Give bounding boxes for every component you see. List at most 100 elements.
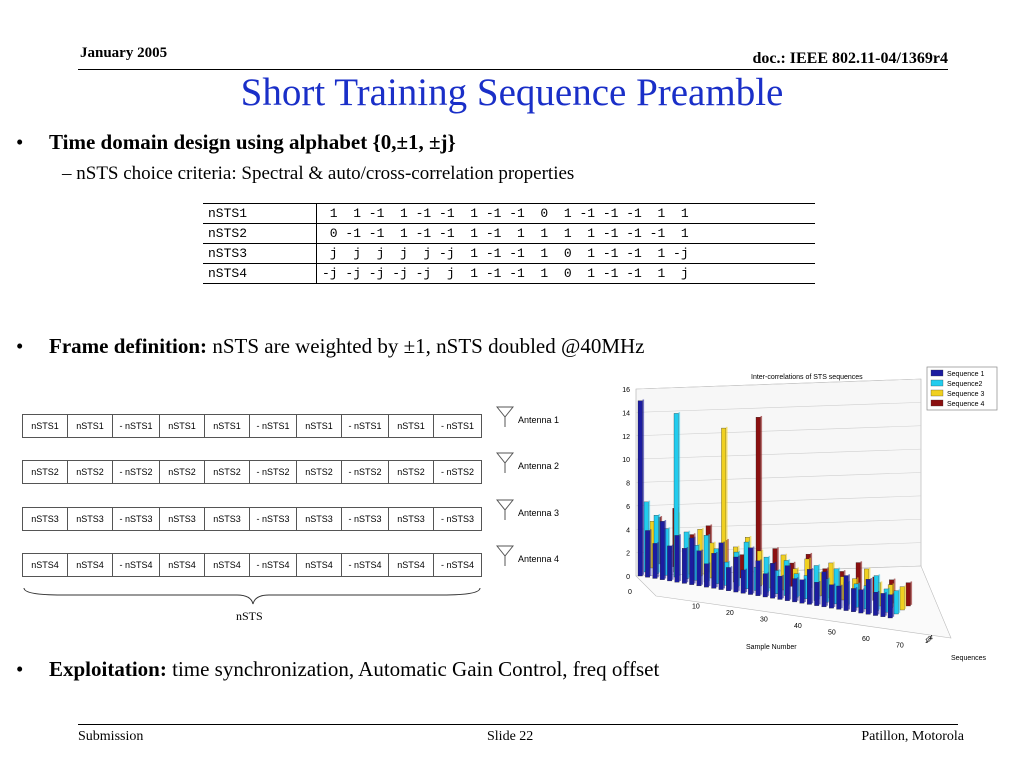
frame-row: nSTS1 nSTS1- nSTS1 nSTS1 nSTS1- nSTS1 nSTS1-… — [22, 414, 482, 438]
chart-bar-side — [708, 534, 711, 581]
legend-swatch — [930, 379, 944, 387]
chart-bar — [887, 594, 893, 619]
y-tick-label: 6 — [626, 504, 630, 511]
chart-gridline — [635, 495, 922, 507]
frame-cell: nSTS2 — [23, 461, 68, 483]
frame-cell: nSTS3 — [23, 508, 68, 530]
chart-bar-side — [833, 583, 836, 607]
chart-bar-side — [885, 592, 887, 616]
x-axis-title: Sample Number — [746, 644, 797, 651]
chart-bar — [792, 578, 798, 603]
frame-row: nSTS4 nSTS4- nSTS4 nSTS4 nSTS4- nSTS4 nSTS4-… — [22, 553, 482, 577]
chart-bar-side — [761, 549, 764, 585]
chart-bar-side — [701, 549, 703, 585]
chart-bar — [652, 543, 658, 579]
frame-cell: nSTS1 — [297, 415, 342, 437]
chart-bar — [659, 521, 665, 580]
frame-cell: nSTS2 — [68, 461, 113, 483]
frame-cell: nSTS1 — [205, 415, 250, 437]
chart-bar-side — [708, 562, 711, 586]
chart-bar-side — [880, 581, 883, 605]
chart-bar-side — [738, 555, 740, 591]
chart-bar — [899, 586, 905, 611]
frame-cell: nSTS3 — [160, 508, 205, 530]
chart-bar-side — [826, 570, 828, 606]
chart-bar — [843, 575, 849, 611]
y-tick-label: 16 — [622, 387, 630, 394]
chart-bar-side — [796, 577, 799, 601]
x-tick-label: 50 — [828, 630, 836, 637]
bullet-dot: • — [16, 657, 24, 681]
chart-gridline — [635, 518, 922, 530]
legend-swatch — [930, 369, 944, 377]
chart-bar — [696, 550, 702, 587]
z-axis-title: Sequences — [951, 655, 987, 662]
frame-cell: nSTS3 — [297, 508, 342, 530]
chart-bar — [806, 569, 812, 605]
frame-cell: - nSTS4 — [342, 554, 389, 576]
chart-bar — [905, 582, 911, 607]
sts-name: nSTS3 — [203, 243, 317, 264]
frame-cell: nSTS4 — [297, 554, 342, 576]
footer-author: Patillon, Motorola — [861, 729, 964, 744]
chart-bar — [865, 579, 871, 615]
y-tick-label: 2 — [626, 551, 630, 558]
chart-bar-side — [848, 574, 850, 610]
y-tick-label: 12 — [622, 434, 630, 441]
chart-gridline — [635, 425, 922, 437]
chart-bar-side — [904, 585, 907, 609]
chart-bar-side — [725, 426, 728, 579]
footer-rule — [78, 724, 958, 725]
seq-tick-label: 2 — [927, 638, 931, 644]
chart-bar-side — [855, 587, 858, 611]
bullet-bold-text: Exploitation: — [49, 657, 167, 681]
y-tick-label: 14 — [622, 410, 630, 417]
slide-title: Short Training Sequence Preamble — [240, 71, 784, 114]
chart-bar-side — [898, 589, 901, 613]
chart-bar — [836, 585, 842, 610]
frame-cell: - nSTS2 — [342, 461, 389, 483]
chart-bar-side — [671, 544, 674, 580]
frame-cell: nSTS3 — [389, 508, 434, 530]
antenna-label: Antenna 4 — [518, 554, 560, 564]
chart-bar-side — [678, 412, 681, 576]
bullet-normal-text: nSTS are weighted by ±1, nSTS doubled @4… — [207, 334, 645, 358]
chart-bar — [718, 542, 724, 590]
legend-label: Sequence 4 — [947, 401, 984, 408]
chart-bar-side — [841, 584, 843, 609]
chart-bar — [733, 556, 739, 593]
chart-bar-side — [649, 529, 652, 577]
chart-bar-side — [910, 581, 913, 605]
frame-cell: - nSTS3 — [250, 508, 297, 530]
x-tick-label: 70 — [896, 643, 904, 650]
frame-cell: nSTS1 — [389, 415, 434, 437]
chart-bar-side — [782, 574, 784, 599]
chart-bar-side — [768, 555, 771, 591]
footer-slide-number: Slide 22 — [487, 729, 534, 744]
bullet-dot: • — [16, 130, 24, 154]
sts-name: nSTS1 — [203, 203, 317, 224]
header-rule — [78, 69, 948, 70]
chart-bar-side — [727, 538, 729, 574]
sts-name: nSTS2 — [203, 223, 317, 244]
frame-cell: nSTS4 — [205, 554, 250, 576]
frame-cell: nSTS1 — [68, 415, 113, 437]
frame-cell: nSTS3 — [205, 508, 250, 530]
chart-bar — [873, 592, 878, 616]
x-tick-label: 20 — [726, 610, 734, 617]
chart-bar — [777, 575, 783, 600]
chart-bar — [762, 573, 768, 598]
chart-bar — [814, 582, 820, 606]
table-row: nSTS4 -j -j -j -j -j j 1 -1 -1 1 0 1 -1 -… — [203, 263, 815, 284]
chart-bar — [689, 537, 695, 585]
bullet-dot: • — [16, 334, 24, 358]
chart-bar — [770, 563, 776, 599]
frame-cell: nSTS1 — [160, 415, 205, 437]
y-tick-label: 8 — [626, 481, 630, 488]
chart-bar-side — [752, 546, 755, 594]
chart-bar-side — [730, 566, 733, 590]
chart-bar-side — [877, 590, 880, 615]
frame-row: nSTS3 nSTS3- nSTS3 nSTS3 nSTS3- nSTS3 nSTS3-… — [22, 507, 482, 531]
chart-bar — [645, 530, 651, 578]
